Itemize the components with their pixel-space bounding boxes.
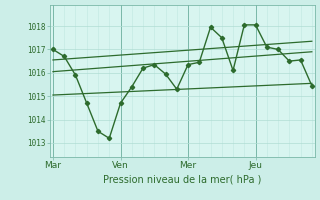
X-axis label: Pression niveau de la mer( hPa ): Pression niveau de la mer( hPa ): [103, 174, 261, 184]
